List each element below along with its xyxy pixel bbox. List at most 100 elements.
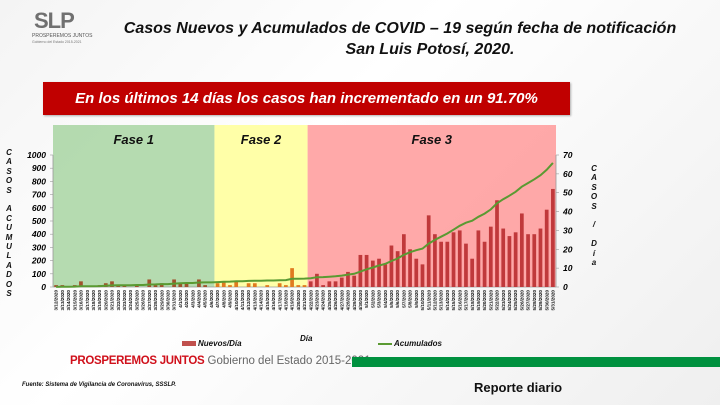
x-tick-label: 4/14/2020 xyxy=(259,290,264,311)
x-tick-label: 5/13/2020 xyxy=(439,290,444,311)
legend-label-nuevos: Nuevos/Día xyxy=(198,339,242,348)
bar-nuevos-5/27/2020 xyxy=(526,234,530,287)
bar-nuevos-4/8/2020 xyxy=(221,281,226,287)
x-tick-label: 5/20/2020 xyxy=(482,290,487,311)
y-left-tick-label: 300 xyxy=(32,242,46,252)
bar-nuevos-4/2/2020 xyxy=(184,283,189,287)
x-tick-label: 5/16/2020 xyxy=(457,290,462,311)
bar-nuevos-5/1/2020 xyxy=(364,254,369,287)
bar-nuevos-5/19/2020 xyxy=(476,230,481,287)
chart-title: Casos Nuevos y Acumulados de COVID – 19 … xyxy=(123,20,677,37)
bar-nuevos-5/16/2020 xyxy=(457,230,462,287)
x-tick-label: 5/4/2020 xyxy=(383,290,388,308)
x-tick-label: 3/15/2020 xyxy=(72,290,77,311)
bar-nuevos-5/3/2020 xyxy=(377,258,381,287)
x-tick-label: 5/1/2020 xyxy=(364,290,369,308)
x-tick-label: 5/31/2020 xyxy=(550,290,555,311)
x-tick-label: 5/7/2020 xyxy=(401,290,406,308)
legend-swatch-bar xyxy=(182,341,196,346)
y-left-tick-label: 900 xyxy=(32,163,46,173)
bar-nuevos-3/21/2020 xyxy=(110,281,114,287)
bar-nuevos-4/12/2020 xyxy=(246,283,251,287)
x-tick-label: 3/26/2020 xyxy=(141,290,146,311)
y-right-tick-label: 50 xyxy=(563,188,573,198)
y-left-tick-label: 400 xyxy=(31,229,46,239)
y-left-tick-label: 0 xyxy=(41,282,46,292)
x-tick-label: 5/21/2020 xyxy=(488,290,493,311)
y-left-tick-label: 600 xyxy=(32,203,46,213)
bar-nuevos-5/23/2020 xyxy=(501,228,506,287)
bar-nuevos-5/12/2020 xyxy=(433,234,437,287)
bar-nuevos-3/29/2020 xyxy=(159,283,164,287)
bar-nuevos-5/26/2020 xyxy=(519,213,524,287)
bar-nuevos-4/21/2020 xyxy=(302,285,307,287)
x-tick-label: 4/30/2020 xyxy=(358,290,363,311)
legend-swatch-line xyxy=(378,342,392,345)
x-tick-label: 4/17/2020 xyxy=(277,290,282,311)
bar-nuevos-4/19/2020 xyxy=(290,268,294,287)
bar-nuevos-5/9/2020 xyxy=(414,258,419,287)
phase-label-3: Fase 3 xyxy=(412,132,453,147)
x-tick-label: 5/17/2020 xyxy=(464,290,469,311)
source-note: Fuente: Sistema de Vigilancia de Coronav… xyxy=(22,382,177,388)
x-tick-label: 3/25/2020 xyxy=(134,290,139,311)
bar-nuevos-4/7/2020 xyxy=(215,283,220,287)
bar-nuevos-5/7/2020 xyxy=(401,234,406,287)
x-tick-label: 4/6/2020 xyxy=(209,290,214,308)
report-label: Reporte diario xyxy=(474,380,563,395)
x-tick-label: 3/20/2020 xyxy=(103,290,108,311)
x-tick-label: 3/30/2020 xyxy=(165,290,170,311)
bar-nuevos-5/14/2020 xyxy=(445,241,450,287)
x-tick-label: 3/27/2020 xyxy=(147,290,152,311)
x-tick-label: 4/3/2020 xyxy=(190,290,195,308)
legend-label-acumulados: Acumulados xyxy=(394,339,443,348)
x-tick-label: 4/2/2020 xyxy=(184,290,189,308)
x-tick-label: 3/23/2020 xyxy=(122,290,127,311)
x-tick-label: 4/1/2020 xyxy=(178,290,183,308)
x-tick-label: 4/10/2020 xyxy=(234,290,239,311)
bar-nuevos-5/18/2020 xyxy=(470,258,475,287)
x-tick-label: 4/11/2020 xyxy=(240,290,245,311)
x-tick-label: 3/14/2020 xyxy=(66,290,71,311)
x-tick-label: 3/17/2020 xyxy=(85,290,90,311)
bar-nuevos-5/4/2020 xyxy=(383,264,388,287)
x-tick-label: 3/28/2020 xyxy=(153,290,158,311)
x-tick-label: 5/19/2020 xyxy=(476,290,481,311)
phase-label-1: Fase 1 xyxy=(113,132,153,147)
x-tick-label: 5/5/2020 xyxy=(389,290,394,308)
footer-brand: PROSPEREMOS JUNTOS Gobierno del Estado 2… xyxy=(70,355,371,367)
bar-nuevos-5/2/2020 xyxy=(370,260,375,287)
x-tick-label: 4/23/2020 xyxy=(315,290,320,311)
x-tick-label: 4/5/2020 xyxy=(203,290,208,308)
x-tick-label: 5/30/2020 xyxy=(544,290,549,311)
x-tick-label: 4/28/2020 xyxy=(346,290,351,311)
x-tick-label: 5/22/2020 xyxy=(495,290,500,311)
logo-subtag: Gobierno del Estado 2015-2021 xyxy=(32,40,82,44)
x-tick-label: 5/26/2020 xyxy=(519,290,524,311)
bar-nuevos-5/22/2020 xyxy=(495,200,499,287)
x-tick-label: 4/25/2020 xyxy=(327,290,332,311)
bar-nuevos-5/13/2020 xyxy=(439,241,443,287)
bar-nuevos-5/8/2020 xyxy=(408,249,412,287)
y-right-tick-label: 20 xyxy=(562,244,573,254)
x-tick-label: 5/24/2020 xyxy=(507,290,512,311)
x-tick-label: 3/19/2020 xyxy=(97,290,102,311)
bar-nuevos-4/17/2020 xyxy=(277,283,282,287)
x-tick-label: 3/31/2020 xyxy=(172,290,177,311)
y-right-tick-label: 40 xyxy=(562,207,573,217)
bar-nuevos-5/17/2020 xyxy=(464,243,468,287)
y-left-tick-label: 500 xyxy=(32,216,46,226)
x-tick-label: 4/26/2020 xyxy=(333,290,338,311)
y-axis-left-label: C A S O S A C U M U L A D O S xyxy=(5,148,13,299)
bar-nuevos-5/30/2020 xyxy=(544,209,549,287)
bar-nuevos-4/22/2020 xyxy=(308,281,313,287)
x-tick-label: 5/6/2020 xyxy=(395,290,400,308)
x-tick-label: 4/15/2020 xyxy=(265,290,270,311)
y-left-tick-label: 200 xyxy=(31,256,46,266)
bar-nuevos-5/24/2020 xyxy=(507,236,512,287)
bar-nuevos-5/28/2020 xyxy=(532,234,537,287)
x-tick-label: 5/10/2020 xyxy=(420,290,425,311)
x-tick-label: 5/25/2020 xyxy=(513,290,518,311)
bar-nuevos-5/15/2020 xyxy=(451,232,456,287)
phase-background-1 xyxy=(53,125,215,287)
